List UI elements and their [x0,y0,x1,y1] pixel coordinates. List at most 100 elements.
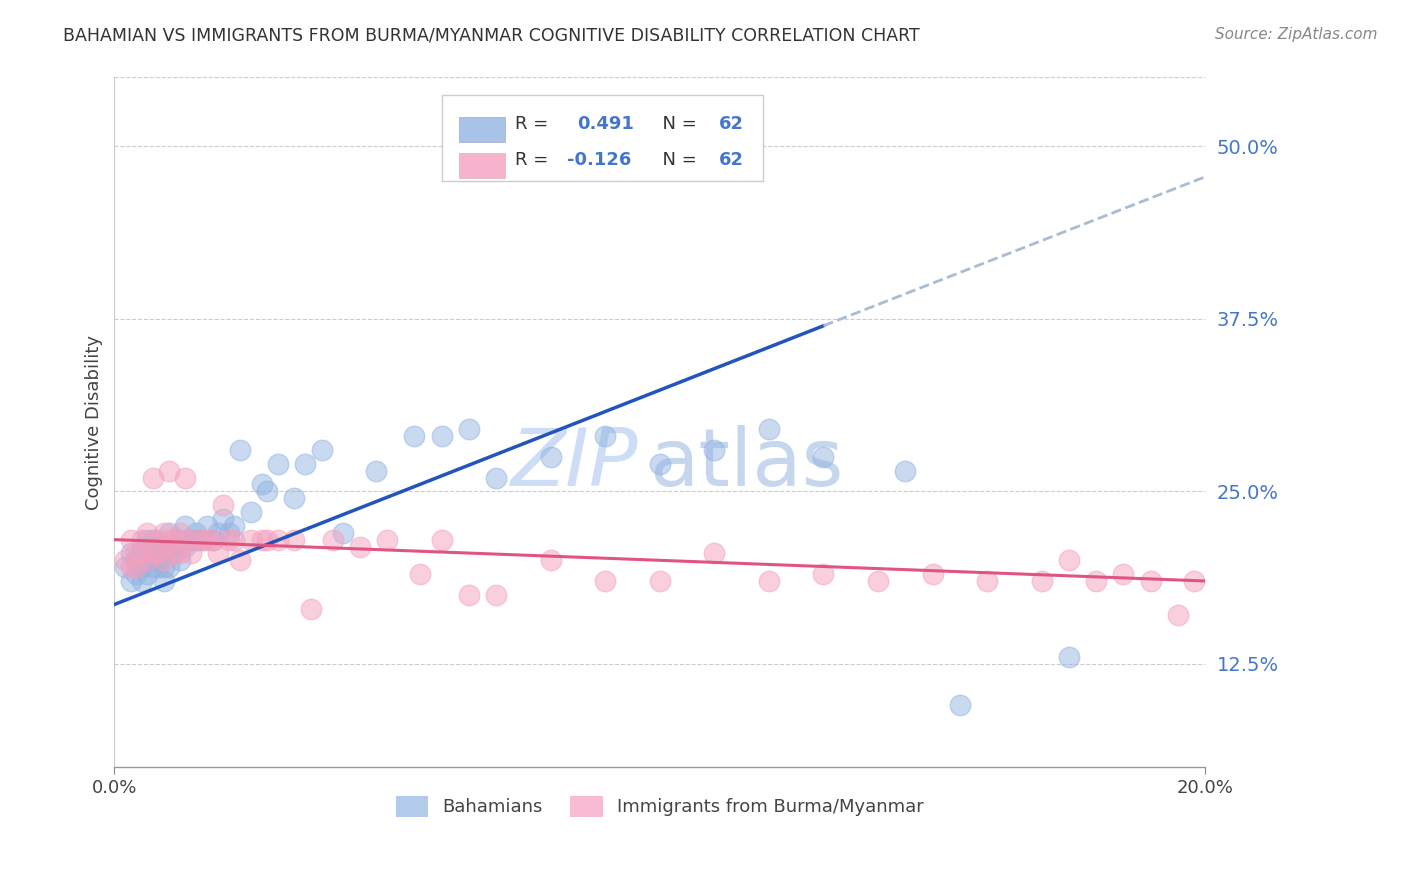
Point [212,498,235,512]
Point [813,450,835,464]
Point [256,484,278,499]
Point [146,533,169,547]
Point [131,574,153,588]
Point [894,464,917,478]
Legend: Bahamians, Immigrants from Burma/Myanmar: Bahamians, Immigrants from Burma/Myanmar [388,789,931,824]
Point [648,457,671,471]
Point [190,533,212,547]
Text: 62: 62 [718,152,744,169]
Point [180,533,202,547]
Point [169,525,191,540]
Point [186,525,208,540]
Point [146,553,169,567]
Point [146,560,169,574]
Point [218,525,240,540]
Point [703,546,725,560]
Point [224,533,246,547]
Point [404,429,426,443]
Point [157,464,180,478]
Point [190,533,212,547]
Text: 0.491: 0.491 [576,115,634,133]
Point [239,533,262,547]
Point [375,533,398,547]
Point [294,457,316,471]
Point [152,574,174,588]
Point [131,560,153,574]
Point [366,464,388,478]
Point [174,540,197,554]
Text: Source: ZipAtlas.com: Source: ZipAtlas.com [1215,27,1378,42]
Point [485,470,508,484]
Point [186,533,208,547]
Point [157,560,180,574]
Point [332,525,354,540]
Point [169,546,191,560]
Point [120,546,142,560]
Point [114,560,136,574]
Point [186,533,208,547]
Point [125,553,148,567]
FancyBboxPatch shape [460,153,505,178]
Point [201,533,224,547]
Point [195,518,218,533]
Point [976,574,998,588]
Point [921,567,943,582]
Point [1182,574,1205,588]
Point [1031,574,1053,588]
Point [595,429,617,443]
Point [120,533,142,547]
Point [458,588,481,602]
Text: N =: N = [651,115,703,133]
Point [1167,608,1189,623]
Point [1112,567,1135,582]
Point [152,546,174,560]
Point [430,533,453,547]
Text: ZIP: ZIP [510,425,638,503]
FancyBboxPatch shape [460,117,505,143]
Point [169,553,191,567]
Point [229,442,252,457]
Point [174,533,197,547]
Point [163,546,186,560]
Point [250,533,273,547]
Point [267,457,290,471]
Point [152,560,174,574]
Point [125,567,148,582]
Point [299,601,322,615]
Point [157,525,180,540]
Point [125,546,148,560]
Point [142,546,165,560]
Point [136,553,159,567]
Text: R =: R = [515,152,554,169]
Point [146,540,169,554]
Point [540,553,562,567]
Point [169,533,191,547]
Text: N =: N = [651,152,703,169]
Text: -0.126: -0.126 [567,152,631,169]
Point [163,533,186,547]
Point [207,525,229,540]
Point [703,442,725,457]
Point [1139,574,1161,588]
Point [152,525,174,540]
Point [648,574,671,588]
Point [146,546,169,560]
Point [595,574,617,588]
Point [163,540,186,554]
Point [283,491,305,506]
Point [174,518,197,533]
Text: 62: 62 [718,115,744,133]
Point [136,525,159,540]
Point [207,546,229,560]
Point [540,450,562,464]
Point [1057,553,1080,567]
Point [136,553,159,567]
Point [250,477,273,491]
Point [157,546,180,560]
Point [409,567,432,582]
Point [120,574,142,588]
Point [142,533,165,547]
Point [813,567,835,582]
Point [212,512,235,526]
Point [218,533,240,547]
